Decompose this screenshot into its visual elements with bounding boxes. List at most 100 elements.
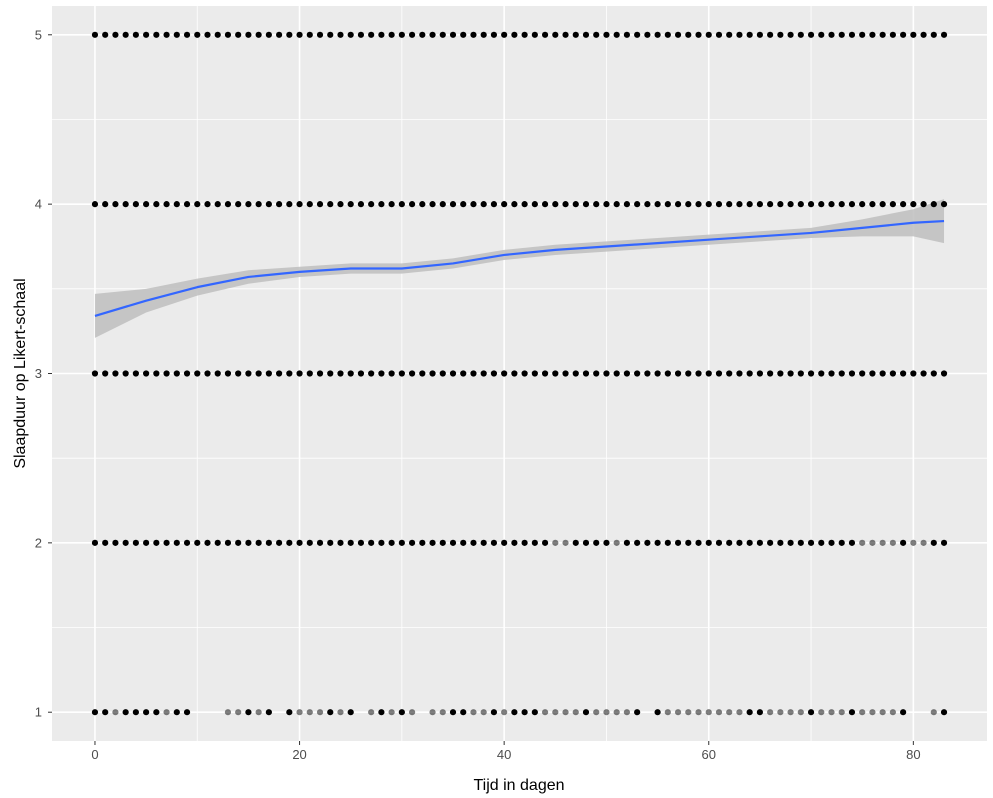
data-point: [490, 201, 498, 208]
data-point: [501, 539, 508, 546]
data-point: [879, 31, 886, 38]
data-point: [173, 31, 180, 38]
data-point: [521, 370, 528, 377]
data-point: [398, 539, 405, 546]
points-layer: [91, 31, 948, 716]
x-tick-label: 20: [292, 747, 306, 762]
data-point: [449, 539, 457, 546]
data-point: [695, 201, 702, 208]
data-point: [112, 539, 119, 546]
data-point: [419, 201, 426, 208]
data-point: [501, 370, 508, 377]
data-point: [664, 709, 671, 716]
data-point: [327, 201, 334, 208]
data-point: [674, 31, 682, 38]
data-point: [879, 709, 886, 716]
data-point: [940, 31, 948, 38]
data-point: [828, 709, 835, 716]
data-point: [767, 709, 774, 716]
data-point: [112, 31, 119, 38]
data-point: [122, 31, 129, 38]
data-point: [715, 370, 723, 377]
data-point: [613, 370, 620, 377]
data-point: [511, 201, 518, 208]
data-point: [194, 201, 201, 208]
data-point: [838, 539, 845, 546]
data-point: [787, 201, 794, 208]
data-point: [470, 31, 477, 38]
data-point: [296, 370, 303, 377]
data-point: [235, 201, 242, 208]
data-point: [623, 370, 631, 377]
data-point: [920, 201, 927, 208]
data-point: [715, 709, 723, 716]
data-point: [368, 539, 375, 546]
data-point: [183, 539, 191, 546]
data-point: [726, 709, 733, 716]
data-point: [562, 31, 569, 38]
data-point: [460, 539, 467, 546]
data-point: [122, 709, 129, 716]
data-point: [593, 370, 600, 377]
data-point: [807, 709, 815, 716]
data-point: [930, 709, 937, 716]
data-point: [889, 709, 896, 716]
data-point: [143, 370, 150, 377]
data-point: [521, 201, 528, 208]
data-point: [224, 709, 232, 716]
data-point: [736, 370, 743, 377]
data-point: [828, 201, 835, 208]
data-point: [807, 370, 815, 377]
data-point: [143, 201, 150, 208]
data-point: [245, 539, 252, 546]
data-point: [470, 709, 477, 716]
data-point: [593, 31, 600, 38]
data-point: [153, 709, 160, 716]
data-point: [480, 539, 487, 546]
data-point: [695, 539, 702, 546]
data-point: [582, 370, 590, 377]
data-point: [255, 539, 262, 546]
x-axis-title: Tijd in dagen: [473, 777, 564, 794]
data-point: [807, 539, 815, 546]
data-point: [859, 201, 866, 208]
data-point: [603, 370, 610, 377]
data-point: [337, 201, 344, 208]
data-point: [940, 539, 948, 546]
data-point: [767, 370, 774, 377]
data-point: [419, 370, 426, 377]
data-point: [91, 370, 99, 377]
data-point: [460, 709, 467, 716]
data-point: [541, 31, 549, 38]
data-point: [807, 201, 815, 208]
data-point: [398, 709, 405, 716]
data-point: [695, 709, 702, 716]
data-point: [654, 201, 661, 208]
data-point: [122, 539, 129, 546]
data-point: [183, 201, 191, 208]
data-point: [255, 201, 262, 208]
data-point: [756, 709, 763, 716]
data-point: [920, 370, 927, 377]
data-point: [327, 539, 334, 546]
data-point: [449, 201, 457, 208]
data-point: [91, 31, 99, 38]
data-point: [357, 539, 365, 546]
data-point: [102, 539, 109, 546]
data-point: [756, 31, 763, 38]
data-point: [572, 709, 579, 716]
data-point: [828, 31, 835, 38]
data-point: [889, 31, 896, 38]
data-point: [828, 539, 835, 546]
data-point: [838, 709, 845, 716]
data-point: [224, 31, 232, 38]
data-point: [449, 709, 457, 716]
data-point: [674, 539, 682, 546]
data-point: [408, 539, 416, 546]
data-point: [879, 201, 886, 208]
data-point: [900, 370, 907, 377]
data-point: [132, 201, 139, 208]
data-point: [378, 539, 385, 546]
data-point: [460, 370, 467, 377]
data-point: [910, 539, 917, 546]
